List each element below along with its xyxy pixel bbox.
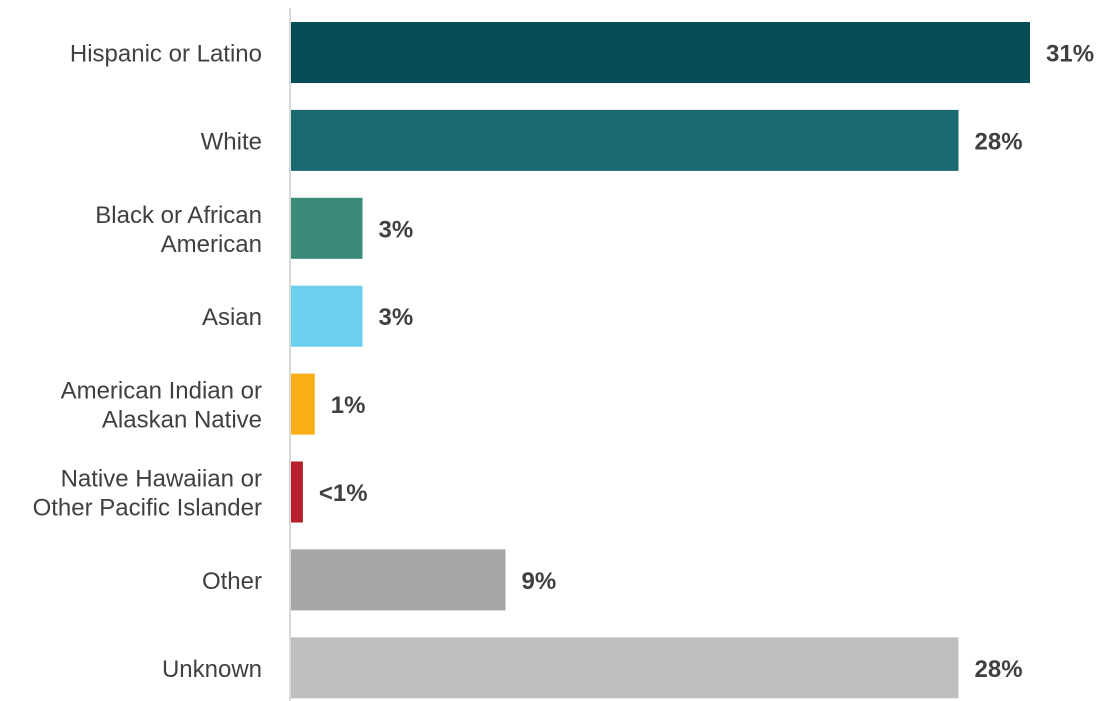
bar-1 bbox=[291, 109, 959, 171]
bar-7 bbox=[291, 637, 959, 699]
category-label-4-line-0: American Indian or bbox=[61, 378, 262, 405]
value-label-1: 28% bbox=[975, 128, 1023, 155]
category-label-5-line-1: Other Pacific Islander bbox=[33, 495, 262, 522]
bar-5 bbox=[291, 461, 303, 523]
value-label-4: 1% bbox=[331, 392, 366, 419]
category-label-3: Asian bbox=[202, 304, 262, 331]
bar-6 bbox=[291, 549, 506, 611]
bars-group: 31% Hispanic or Latino 28% White 3% Black or … bbox=[33, 22, 1094, 699]
value-label-0: 31% bbox=[1046, 41, 1094, 68]
category-label-4-line-1: Alaskan Native bbox=[102, 407, 262, 434]
value-label-7: 28% bbox=[975, 656, 1023, 683]
category-label-1: White bbox=[201, 128, 262, 155]
bar-4 bbox=[291, 373, 315, 435]
category-label-2-line-1: American bbox=[161, 231, 262, 258]
bar-2 bbox=[291, 197, 363, 259]
category-label-5-line-0: Native Hawaiian or bbox=[61, 466, 262, 493]
value-label-3: 3% bbox=[379, 304, 414, 331]
bar-0 bbox=[291, 22, 1030, 83]
value-label-2: 3% bbox=[379, 216, 414, 243]
category-label-7: Unknown bbox=[162, 656, 262, 683]
value-label-5: <1% bbox=[319, 480, 368, 507]
bar-3 bbox=[291, 285, 363, 347]
value-label-6: 9% bbox=[522, 568, 557, 595]
category-label-2-line-0: Black or African bbox=[95, 202, 262, 229]
category-label-0: Hispanic or Latino bbox=[70, 41, 262, 68]
category-label-6: Other bbox=[202, 568, 262, 595]
